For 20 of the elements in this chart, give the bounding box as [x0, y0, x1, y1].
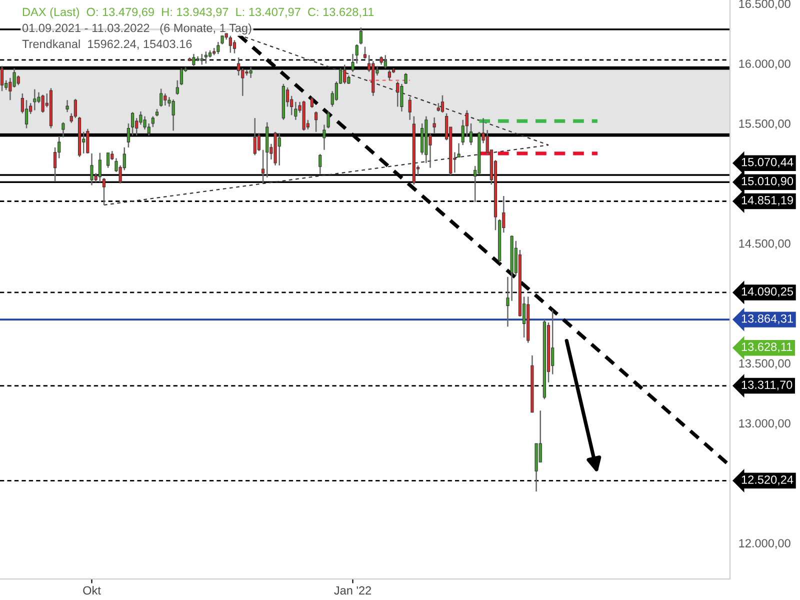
- y-tick-label: 13.000,00: [739, 419, 790, 429]
- ref-line-label: 12.520,24: [742, 475, 794, 486]
- ref-line-label: 14.851,19: [742, 196, 793, 206]
- ref-line-label: 15.070,44: [742, 158, 794, 168]
- y-tick-label: 15.500,00: [739, 120, 790, 130]
- y-tick-label: 16.500,00: [739, 0, 790, 10]
- y-tick-label: 14.500,00: [739, 239, 790, 250]
- x-tick-label: Okt: [83, 586, 101, 595]
- ref-line-label: 15.010,90: [742, 176, 794, 187]
- text: DAX (Last) O: 13.479,69 H: 13.943,97 L: 13.407,97 C: 13.628,11: [22, 8, 374, 18]
- y-tick-label: 13.500,00: [739, 359, 790, 370]
- band-label: Trendkanal 15962.24, 15403.16: [22, 40, 192, 50]
- text: 13.628,11: [742, 342, 792, 352]
- x-tick-label: Jan '22: [334, 586, 372, 595]
- y-tick-label: 16.000,00: [739, 60, 790, 70]
- ref-line-label: 13.864,31: [742, 314, 793, 324]
- y-tick-label: 12.000,00: [739, 539, 790, 549]
- ref-line-label: 13.311,70: [742, 380, 792, 390]
- text: 01.09.2021 - 11.03.2022 (6 Monate, 1 Tag): [22, 24, 252, 34]
- ref-line-label: 14.090,25: [742, 287, 794, 298]
